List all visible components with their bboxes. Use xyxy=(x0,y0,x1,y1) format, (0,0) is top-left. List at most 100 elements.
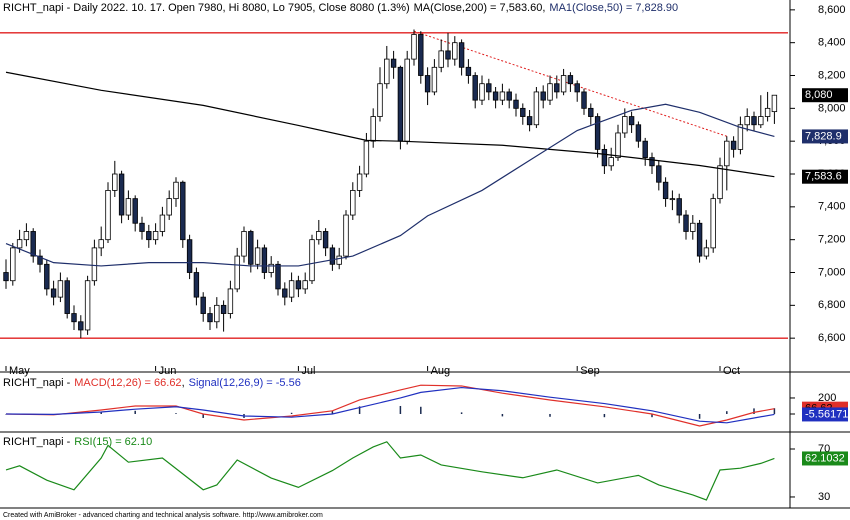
histogram-bar xyxy=(358,406,361,414)
candle-body xyxy=(44,263,50,290)
candle-body xyxy=(642,140,648,158)
candle-body xyxy=(370,116,376,142)
candle-body xyxy=(458,42,465,68)
histogram-bar xyxy=(549,413,551,417)
candle-body xyxy=(588,107,594,117)
candle-body xyxy=(771,94,778,113)
candle-body xyxy=(234,255,240,290)
candle-body xyxy=(91,247,98,282)
candle-body xyxy=(390,58,397,68)
candle-body xyxy=(139,222,145,232)
candle-body xyxy=(146,231,152,241)
candle-body xyxy=(356,173,363,191)
x-tick-label: May xyxy=(9,365,30,377)
histogram-bar xyxy=(290,412,293,414)
candle-body xyxy=(499,91,506,101)
candle-body xyxy=(112,173,118,191)
histogram-bar xyxy=(202,413,204,418)
candle-body xyxy=(261,247,268,273)
x-tick-label: Sep xyxy=(580,365,600,377)
histogram-bar xyxy=(399,405,402,414)
title-separator: , xyxy=(182,377,185,389)
candle-body xyxy=(513,99,519,109)
histogram-bar xyxy=(501,413,504,417)
candle-body xyxy=(302,280,308,290)
y-tick-label: 30 xyxy=(818,491,830,503)
candle-body xyxy=(275,263,281,290)
value-label-box xyxy=(802,88,848,103)
panel-title: RICHT_napi - Daily 2022. 10. 17. Open 79… xyxy=(3,2,678,14)
candle-body xyxy=(159,214,166,232)
y-tick-label: 6,600 xyxy=(818,332,846,344)
candle-body xyxy=(248,231,254,265)
candle-body xyxy=(662,181,669,200)
candle-body xyxy=(431,66,438,93)
title-text: RICHT_napi - Daily 2022. 10. 17. Open 79… xyxy=(3,2,410,14)
candle-body xyxy=(649,157,655,167)
candle-body xyxy=(424,75,431,93)
candle-body xyxy=(200,296,206,314)
candle-body xyxy=(316,231,322,241)
candle-body xyxy=(37,255,43,265)
candle-body xyxy=(669,198,676,201)
candle-body xyxy=(78,321,84,331)
candle-body xyxy=(676,198,682,216)
candle-body xyxy=(615,132,621,158)
candle-body xyxy=(520,107,526,117)
candle-body xyxy=(581,91,587,109)
candle-body xyxy=(71,313,77,323)
title-separator: , xyxy=(542,2,545,14)
histogram-bar xyxy=(100,411,102,414)
histogram-bar xyxy=(651,413,653,418)
histogram-bar xyxy=(773,408,776,414)
value-label-box xyxy=(802,407,848,422)
candle-body xyxy=(268,263,274,273)
candle-body xyxy=(227,288,234,314)
value-label: 7,583.6 xyxy=(805,171,842,183)
legend-entry: RSI(15) = 62.10 xyxy=(74,436,152,448)
footer: Created with AmiBroker - advanced charti… xyxy=(3,512,323,519)
candle-body xyxy=(132,198,138,224)
candle-body xyxy=(635,124,642,142)
x-tick-label: Aug xyxy=(431,365,451,377)
histogram-bar xyxy=(726,411,728,414)
candle-body xyxy=(64,280,70,314)
candle-body xyxy=(751,116,757,126)
candle-body xyxy=(547,83,553,101)
histogram-bar xyxy=(331,410,334,414)
value-label: -5.56171 xyxy=(805,408,848,420)
candle-body xyxy=(118,173,125,216)
candle-body xyxy=(295,280,302,290)
candle-body xyxy=(254,247,261,265)
series-line xyxy=(5,71,775,178)
legend-entry: MA(Close,200) = 7,583.60 xyxy=(414,2,543,14)
histogram-bar xyxy=(603,413,606,418)
histogram-bar xyxy=(460,412,463,414)
candle-body xyxy=(683,214,689,232)
x-tick-label: Oct xyxy=(723,365,740,377)
candle-body xyxy=(411,34,417,60)
candle-body xyxy=(472,75,478,101)
candle-body xyxy=(730,140,737,150)
series-line xyxy=(5,103,775,267)
candle-body xyxy=(418,34,424,76)
candle-body xyxy=(567,75,574,85)
candle-body xyxy=(125,198,132,216)
candle-body xyxy=(343,214,349,257)
candle-body xyxy=(220,304,227,314)
candle-body xyxy=(656,165,662,183)
y-tick-label: 8,200 xyxy=(818,69,846,81)
candle-body xyxy=(724,140,730,167)
candle-body xyxy=(241,231,247,257)
candle-body xyxy=(3,272,9,282)
histogram-bar xyxy=(753,408,755,414)
candle-body xyxy=(10,247,16,282)
candle-body xyxy=(533,91,540,126)
candle-body xyxy=(526,116,533,126)
y-tick-label: 8,400 xyxy=(818,37,846,49)
y-tick-label: 7,200 xyxy=(818,234,846,246)
candle-body xyxy=(758,116,764,126)
candle-body xyxy=(560,75,567,93)
value-label-box xyxy=(802,129,848,144)
